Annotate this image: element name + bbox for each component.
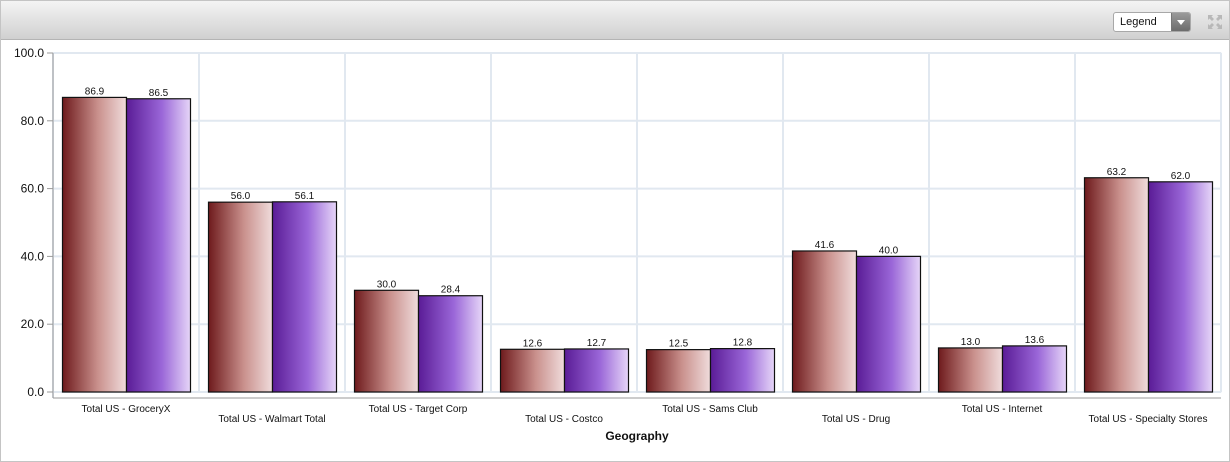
chart-toolbar: Legend <box>1 1 1229 40</box>
data-label: 12.5 <box>669 339 689 350</box>
bar[interactable] <box>937 347 1004 393</box>
bar[interactable] <box>207 201 274 393</box>
x-tick-label: Total US - Drug <box>822 414 890 425</box>
x-tick-label: Total US - Internet <box>962 404 1043 415</box>
y-tick-label: 100.0 <box>14 46 44 60</box>
data-label: 62.0 <box>1171 171 1191 182</box>
bar[interactable] <box>1083 177 1150 393</box>
y-tick-label: 20.0 <box>21 317 45 331</box>
bar[interactable] <box>855 255 922 393</box>
bar[interactable] <box>791 250 858 393</box>
legend-dropdown-label: Legend <box>1120 16 1157 28</box>
bar[interactable] <box>271 201 338 393</box>
x-tick-label: Total US - Target Corp <box>369 404 468 415</box>
x-tick-label: Total US - Specialty Stores <box>1089 414 1208 425</box>
bar[interactable] <box>353 289 420 393</box>
bar[interactable] <box>1001 345 1068 393</box>
bar[interactable] <box>645 349 712 393</box>
legend-dropdown[interactable]: Legend <box>1113 12 1191 32</box>
data-label: 28.4 <box>441 285 461 296</box>
bar[interactable] <box>1147 181 1214 393</box>
data-label: 13.0 <box>961 337 981 348</box>
data-label: 12.7 <box>587 338 607 349</box>
bar[interactable] <box>417 295 484 393</box>
x-tick-label: Total US - GroceryX <box>82 404 171 415</box>
data-label: 40.0 <box>879 245 899 256</box>
chevron-down-icon <box>1171 13 1190 31</box>
data-label: 56.0 <box>231 191 251 202</box>
x-axis-title: Geography <box>605 429 669 443</box>
expand-icon[interactable] <box>1207 14 1223 30</box>
data-label: 86.9 <box>85 86 105 97</box>
bar[interactable] <box>125 98 192 393</box>
data-label: 30.0 <box>377 279 397 290</box>
bar[interactable] <box>709 348 776 393</box>
y-tick-label: 80.0 <box>21 114 45 128</box>
x-tick-label: Total US - Walmart Total <box>218 414 325 425</box>
bar-chart: 0.0 20.0 40.0 60.0 80.0 100.0 86.9 86.5 Total U… <box>14 46 1222 443</box>
bar[interactable] <box>499 348 566 393</box>
data-label: 13.6 <box>1025 335 1045 346</box>
bar[interactable] <box>61 96 128 393</box>
y-tick-label: 60.0 <box>21 182 45 196</box>
data-label: 86.5 <box>149 88 169 99</box>
bar[interactable] <box>563 348 630 393</box>
data-label: 56.1 <box>295 191 315 202</box>
data-label: 12.8 <box>733 338 753 349</box>
data-label: 63.2 <box>1107 167 1127 178</box>
x-tick-label: Total US - Sams Club <box>662 404 758 415</box>
x-tick-label: Total US - Costco <box>525 414 603 425</box>
y-tick-label: 40.0 <box>21 249 45 263</box>
data-label: 12.6 <box>523 338 543 349</box>
data-label: 41.6 <box>815 240 835 251</box>
y-tick-label: 0.0 <box>27 385 44 399</box>
